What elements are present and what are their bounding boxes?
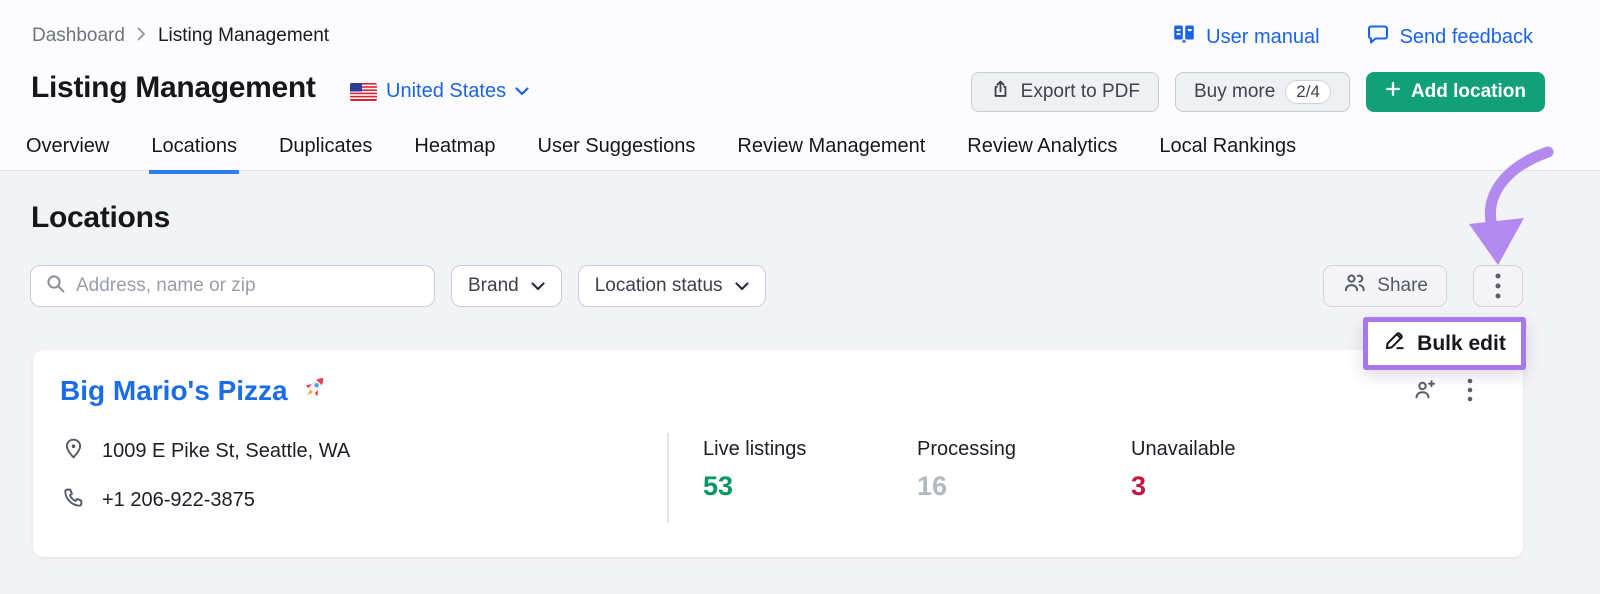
page-title: Listing Management (31, 71, 316, 104)
stats-divider (667, 433, 669, 523)
address-text: 1009 E Pike St, Seattle, WA (102, 440, 351, 462)
stat-value: 3 (1131, 471, 1147, 501)
country-selector[interactable]: United States (350, 80, 529, 103)
breadcrumb: Dashboard Listing Management (32, 25, 329, 47)
kebab-icon (1495, 273, 1501, 299)
stat-unavailable: Unavailable 3 (1131, 438, 1345, 502)
user-manual-label: User manual (1206, 25, 1320, 48)
location-status-filter-dropdown[interactable]: Location status (577, 265, 766, 307)
person-plus-icon (1415, 380, 1435, 399)
location-status-filter-label: Location status (594, 275, 723, 296)
book-icon (1172, 22, 1196, 52)
share-button[interactable]: Share (1323, 265, 1447, 307)
tab-locations[interactable]: Locations (149, 131, 239, 174)
search-box[interactable] (30, 265, 435, 307)
stat-label: Processing (917, 438, 1016, 460)
business-name-link[interactable]: Big Mario's Pizza (60, 372, 330, 409)
address-row: 1009 E Pike St, Seattle, WA (62, 437, 350, 466)
location-card: Big Mario's Pizza 1009 E Pik (33, 350, 1523, 557)
brand-filter-dropdown[interactable]: Brand (451, 265, 562, 307)
tab-bar: Overview Locations Duplicates Heatmap Us… (24, 131, 1298, 174)
brand-filter-label: Brand (468, 275, 519, 296)
header-links: User manual Send feedback (1172, 22, 1533, 52)
bulk-edit-label: Bulk edit (1417, 331, 1506, 355)
stat-label: Live listings (703, 438, 807, 460)
stat-value: 16 (917, 471, 948, 501)
filters-row: Brand Location status (30, 265, 766, 307)
stat-label: Unavailable (1131, 438, 1236, 460)
tab-duplicates[interactable]: Duplicates (278, 135, 373, 157)
location-pin-icon (62, 437, 85, 466)
user-manual-link[interactable]: User manual (1172, 22, 1320, 52)
search-icon (45, 273, 66, 299)
breadcrumb-dashboard[interactable]: Dashboard (32, 25, 125, 46)
buy-more-button[interactable]: Buy more 2/4 (1174, 72, 1350, 112)
rocket-icon (300, 372, 330, 409)
tabs-divider (0, 170, 1600, 171)
header-actions: Export to PDF Buy more 2/4 Add location (970, 72, 1545, 112)
search-input[interactable] (76, 275, 420, 297)
buy-more-label: Buy more (1193, 81, 1276, 102)
send-feedback-link[interactable]: Send feedback (1366, 22, 1533, 52)
send-feedback-label: Send feedback (1399, 25, 1533, 48)
export-to-pdf-button[interactable]: Export to PDF (970, 72, 1159, 112)
chevron-down-icon (515, 87, 529, 96)
add-user-button[interactable] (1412, 378, 1437, 402)
pencil-icon (1383, 329, 1406, 358)
buy-more-count-badge: 2/4 (1285, 80, 1331, 104)
add-location-label: Add location (1410, 81, 1526, 102)
phone-icon (62, 486, 85, 515)
plus-icon (1385, 81, 1401, 103)
list-kebab-menu-button[interactable] (1473, 265, 1523, 307)
add-location-button[interactable]: Add location (1365, 72, 1545, 112)
tab-review-management[interactable]: Review Management (737, 135, 926, 157)
speech-bubble-icon (1366, 22, 1390, 52)
tab-user-suggestions[interactable]: User Suggestions (537, 135, 696, 157)
people-icon (1342, 271, 1367, 301)
phone-text: +1 206-922-3875 (102, 489, 255, 511)
kebab-icon (1467, 378, 1473, 402)
share-label: Share (1377, 275, 1428, 296)
card-actions (1412, 378, 1473, 402)
chevron-right-icon (137, 25, 146, 47)
phone-row: +1 206-922-3875 (62, 486, 255, 515)
listing-stats: Live listings 53 Processing 16 Unavailab… (703, 438, 1345, 502)
breadcrumb-current: Listing Management (157, 25, 330, 46)
tab-local-rankings[interactable]: Local Rankings (1159, 135, 1297, 157)
chevron-down-icon (734, 281, 749, 290)
tab-overview[interactable]: Overview (26, 135, 110, 157)
us-flag-icon (350, 82, 377, 101)
tab-heatmap[interactable]: Heatmap (414, 135, 496, 157)
export-to-pdf-label: Export to PDF (1020, 81, 1140, 102)
card-kebab-menu-button[interactable] (1467, 378, 1473, 402)
locations-heading: Locations (31, 201, 170, 234)
bulk-edit-menu-item[interactable]: Bulk edit (1363, 317, 1526, 370)
stat-processing: Processing 16 (917, 438, 1131, 502)
chevron-down-icon (531, 281, 545, 290)
country-label: United States (386, 80, 507, 102)
stat-live-listings: Live listings 53 (703, 438, 917, 502)
business-name: Big Mario's Pizza (60, 374, 288, 406)
list-toolbar: Share (1323, 265, 1523, 307)
tab-review-analytics[interactable]: Review Analytics (967, 135, 1118, 157)
export-icon (990, 78, 1011, 106)
stat-value: 53 (703, 471, 734, 501)
